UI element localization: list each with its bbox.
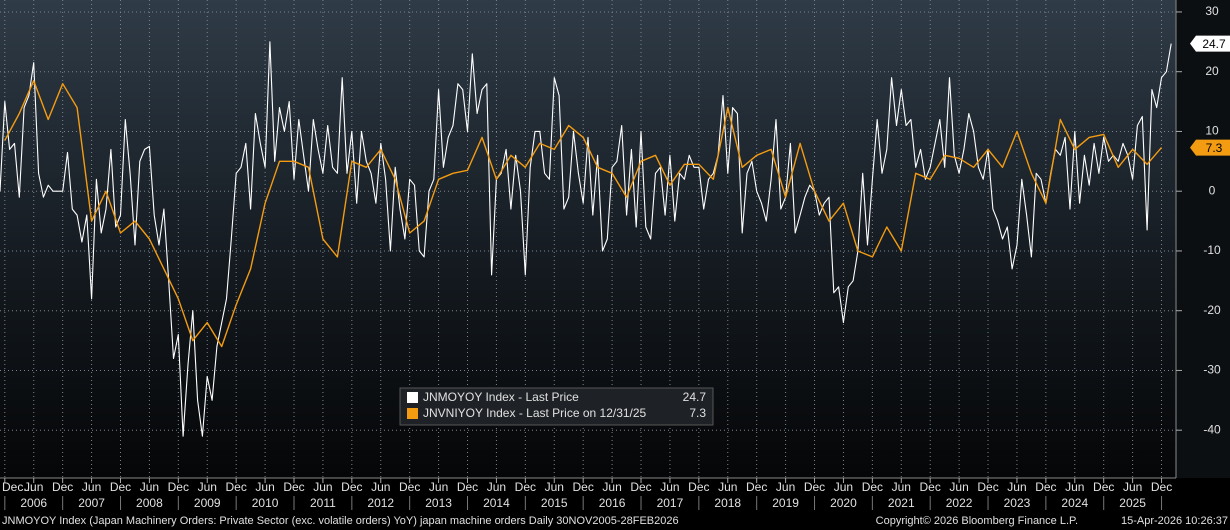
x-tick-label: Jun	[602, 480, 621, 494]
y-tick-label: 0	[1209, 183, 1216, 197]
y-tick-label: -20	[1203, 303, 1221, 317]
x-tick-label: Jun	[140, 480, 159, 494]
year-label: 2020	[830, 496, 857, 510]
x-tick-label: Jun	[718, 480, 737, 494]
x-tick-label: Jun	[660, 480, 679, 494]
lines	[0, 41, 1172, 437]
x-tick-label: Jun	[82, 480, 101, 494]
x-tick-label: Dec	[225, 480, 246, 494]
x-tick-label: Jun	[834, 480, 853, 494]
year-label: 2016	[599, 496, 626, 510]
legend-label: JNMOYOY Index - Last Price	[423, 390, 579, 404]
y-tick-label: 10	[1205, 124, 1219, 138]
x-tick-label: Jun	[1007, 480, 1026, 494]
series-line	[4, 80, 1163, 348]
y-tick-label: -30	[1203, 363, 1221, 377]
x-tick-label: Jun	[371, 480, 390, 494]
x-tick-label: Dec	[630, 480, 651, 494]
x-tick-label: Dec	[920, 480, 941, 494]
right-axis-area	[1176, 0, 1230, 478]
x-tick-label: Jun	[892, 480, 911, 494]
legend: JNMOYOY Index - Last Price 24.7 JNVNIYOY…	[399, 387, 714, 426]
year-label: 2019	[772, 496, 799, 510]
legend-label: JNVNIYOY Index - Last Price on 12/31/25	[423, 406, 647, 420]
year-label: 2017	[657, 496, 684, 510]
x-tick-label: Jun	[949, 480, 968, 494]
last-value-tag	[1190, 35, 1230, 52]
x-tick-label: Dec	[515, 480, 536, 494]
y-tick-label: 20	[1205, 64, 1219, 78]
series-line	[0, 41, 1172, 437]
last-value-tag	[1190, 139, 1230, 156]
x-tick-label: Dec	[573, 480, 594, 494]
footer-copyright: Copyright© 2026 Bloomberg Finance L.P.	[876, 515, 1078, 527]
year-label: 2024	[1061, 496, 1088, 510]
legend-value: 24.7	[683, 390, 707, 404]
x-tick-label: Jun	[1065, 480, 1084, 494]
year-label: 2025	[1119, 496, 1146, 510]
year-label: 2018	[714, 496, 741, 510]
footer-timestamp: 15-Apr-2026 10:26:37	[1121, 515, 1228, 527]
year-label: 2009	[194, 496, 221, 510]
year-label: 2022	[946, 496, 973, 510]
x-tick-label: Dec	[977, 480, 998, 494]
x-tick-label: Jun	[255, 480, 274, 494]
year-label: 2023	[1004, 496, 1031, 510]
x-tick-label: Dec	[1151, 480, 1172, 494]
year-label: 2015	[541, 496, 568, 510]
x-tick-label: Dec	[283, 480, 304, 494]
x-tick-label: Dec	[168, 480, 189, 494]
x-tick-label: Jun	[545, 480, 564, 494]
x-tick-label: Dec	[862, 480, 883, 494]
x-tick-label: Jun	[313, 480, 332, 494]
x-tick-label: Dec	[688, 480, 709, 494]
x-tick-label: Jun	[24, 480, 43, 494]
x-tick-label: Dec	[1093, 480, 1114, 494]
year-label: 2014	[483, 496, 510, 510]
x-tick-label: Jun	[1123, 480, 1142, 494]
x-tick-label: Jun	[776, 480, 795, 494]
x-tick-label: Dec	[110, 480, 131, 494]
y-tick-label: -40	[1203, 422, 1221, 436]
grid	[0, 0, 1176, 478]
x-tick-label: Dec	[399, 480, 420, 494]
legend-value: 7.3	[689, 406, 706, 420]
year-label: 2011	[310, 496, 336, 510]
year-label: 2012	[367, 496, 394, 510]
last-value-label: 7.3	[1206, 141, 1223, 155]
footer-description: JNMOYOY Index (Japan Machinery Orders: P…	[2, 515, 679, 527]
y-tick-label: 30	[1205, 4, 1219, 18]
y-tick-label: -10	[1203, 243, 1221, 257]
x-tick-label: Dec...	[2, 480, 33, 494]
x-tick-label: Dec	[457, 480, 478, 494]
year-label: 2021	[888, 496, 915, 510]
x-tick-label: Jun	[487, 480, 506, 494]
legend-box	[399, 387, 714, 426]
year-label: 2008	[136, 496, 163, 510]
x-tick-label: Dec	[804, 480, 825, 494]
x-tick-label: Dec	[1035, 480, 1056, 494]
year-label: 2010	[252, 496, 279, 510]
year-label: 2013	[425, 496, 452, 510]
last-value-label: 24.7	[1202, 37, 1226, 51]
x-tick-label: Dec	[746, 480, 767, 494]
year-label: 2006	[20, 496, 47, 510]
legend-swatch	[407, 392, 418, 403]
x-tick-label: Dec	[52, 480, 73, 494]
x-tick-label: Jun	[429, 480, 448, 494]
year-label: 2007	[78, 496, 105, 510]
legend-swatch	[407, 408, 418, 419]
x-tick-label: Dec	[341, 480, 362, 494]
x-tick-label: Jun	[198, 480, 217, 494]
